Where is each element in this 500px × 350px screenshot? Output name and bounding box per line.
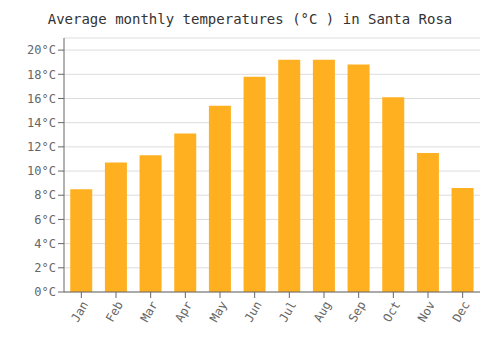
svg-text:4°C: 4°C (34, 237, 56, 251)
svg-text:Jun: Jun (242, 299, 265, 325)
svg-text:Mar: Mar (138, 299, 161, 325)
svg-text:8°C: 8°C (34, 188, 56, 202)
html-text:Average monthly temperatures (: Average monthly temperatures (°C ) in Sa… (47, 11, 453, 27)
svg-text:Oct: Oct (380, 299, 403, 325)
svg-text:14°C: 14°C (27, 116, 56, 130)
svg-text:May: May (207, 299, 230, 325)
svg-text:Jul: Jul (276, 299, 299, 325)
svg-text:Feb: Feb (103, 299, 126, 325)
svg-text:Sep: Sep (346, 299, 369, 325)
svg-text:Nov: Nov (415, 299, 438, 325)
svg-text:Aug: Aug (311, 299, 334, 325)
svg-text:Apr: Apr (172, 299, 195, 325)
svg-text:2°C: 2°C (34, 261, 56, 275)
svg-text:10°C: 10°C (27, 164, 56, 178)
svg-text:12°C: 12°C (27, 140, 56, 154)
svg-text:16°C: 16°C (27, 92, 56, 106)
svg-text:Dec: Dec (450, 299, 473, 325)
svg-text:6°C: 6°C (34, 213, 56, 227)
svg-text:Jan: Jan (68, 299, 91, 325)
svg-text:0°C: 0°C (34, 285, 56, 299)
svg-text:18°C: 18°C (27, 68, 56, 82)
svg-text:20°C: 20°C (27, 43, 56, 57)
